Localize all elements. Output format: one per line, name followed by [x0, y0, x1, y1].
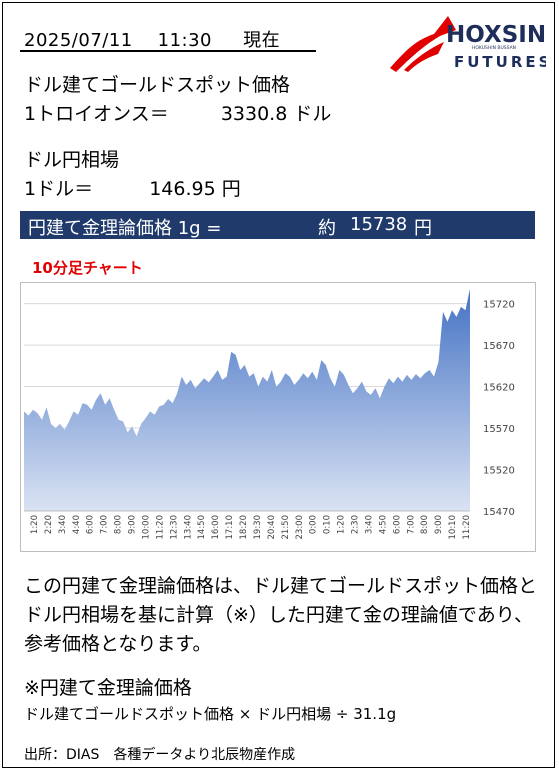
y-tick-label: 15570 [483, 424, 515, 435]
logo-swoosh-2 [404, 42, 444, 72]
banner-approx: 約 [318, 218, 336, 239]
x-tick-label: 8:00 [420, 515, 430, 534]
fx-rate-line: 1ドル＝ 146.95 円 [24, 174, 241, 201]
fx-unit-label: 1ドル＝ [24, 178, 94, 200]
x-tick-label: 2:30 [351, 515, 361, 534]
source-note: 出所：DIAS 各種データより北辰物産作成 [24, 747, 296, 763]
x-tick-label: 2:20 [44, 515, 54, 534]
logo-main-text: HOXSIN [446, 22, 546, 48]
y-tick-label: 15620 [483, 383, 515, 394]
x-tick-label: 7:00 [406, 515, 416, 534]
x-tick-label: 17:10 [225, 515, 235, 540]
chart-container: 15470 15520 15570 15620 15670 15720 1:20 2:20 3:… [20, 282, 536, 552]
y-tick-label: 15670 [483, 341, 515, 352]
x-tick-label: 3:40 [58, 515, 68, 534]
x-tick-label: 8:00 [114, 515, 124, 534]
x-tick-label: 21:50 [281, 515, 291, 540]
x-tick-label: 18:20 [239, 515, 249, 540]
x-tick-label: 6:00 [86, 515, 96, 534]
x-tick-label: 19:30 [253, 515, 263, 540]
price-chart: 15470 15520 15570 15620 15670 15720 1:20 2:20 3:… [24, 288, 515, 540]
banner-value: 15738 [350, 214, 408, 235]
x-tick-label: 9:00 [128, 515, 138, 534]
x-tick-label: 14:50 [197, 515, 207, 540]
fx-currency: 円 [221, 178, 241, 200]
y-tick-label: 15520 [483, 466, 515, 477]
x-tick-label: 10:00 [141, 515, 151, 540]
logo-swoosh [390, 16, 456, 72]
banner-label: 円建て金理論価格 1g = [28, 218, 222, 239]
x-tick-label: 11:20 [462, 515, 472, 540]
y-tick-label: 15720 [483, 300, 515, 311]
gold-price: 3330.8 [220, 103, 288, 125]
y-tick-label: 15470 [483, 507, 515, 518]
theoretical-price-banner: 円建て金理論価格 1g = 約 15738 円 [20, 211, 535, 239]
fx-label: ドル円相場 [24, 149, 120, 171]
chart-title: 10分足チャート [32, 259, 143, 277]
x-tick-label: 7:00 [100, 515, 110, 534]
banner-currency: 円 [414, 218, 432, 239]
x-tick-label: 23:00 [295, 515, 305, 540]
x-tick-label: 4:40 [72, 515, 82, 534]
logo-tag-text: HOKUSHIN BUSSAN [472, 45, 516, 51]
x-tick-label: 9:00 [434, 515, 444, 534]
x-tick-label: 0:00 [309, 515, 319, 534]
x-tick-label: 4:50 [378, 515, 388, 534]
header-underline [20, 50, 316, 52]
gold-currency: ドル [293, 103, 332, 125]
x-tick-label: 16:00 [211, 515, 221, 540]
x-tick-label: 12:30 [169, 515, 179, 540]
gold-unit-label: 1トロイオンス＝ [24, 103, 169, 125]
gold-label: ドル建てゴールドスポット価格 [24, 74, 291, 96]
price-area-series [24, 288, 470, 511]
x-tick-label: 6:00 [392, 515, 402, 534]
fx-rate: 146.95 [149, 178, 216, 200]
x-tick-label: 0:10 [323, 515, 333, 534]
header-datetime: 2025/07/11 11:30 現在 [24, 26, 280, 52]
hoxsin-logo: HOXSIN HOKUSHIN BUSSAN FUTURES [390, 16, 546, 72]
formula-title: ※円建て金理論価格 [24, 677, 192, 699]
x-tick-label: 13:40 [183, 515, 193, 540]
x-tick-label: 10:10 [448, 515, 458, 540]
gold-price-line: 1トロイオンス＝ 3330.8 ドル [24, 99, 331, 126]
x-tick-label: 11:20 [155, 515, 165, 540]
x-tick-label: 1:20 [337, 515, 347, 534]
description-text: この円建て金理論価格は、ドル建てゴールドスポット価格とドル円相場を基に計算（※）… [24, 575, 538, 655]
header-time: 11:30 [157, 30, 213, 51]
x-tick-label: 1:20 [30, 515, 40, 534]
logo-sub-text: FUTURES [454, 53, 546, 71]
header-status: 現在 [243, 30, 281, 51]
formula-expression: ドル建てゴールドスポット価格 × ドル円相場 ÷ 31.1g [24, 705, 397, 723]
x-tick-label: 20:40 [267, 515, 277, 540]
x-tick-label: 3:40 [364, 515, 374, 534]
header-date: 2025/07/11 [24, 30, 133, 51]
